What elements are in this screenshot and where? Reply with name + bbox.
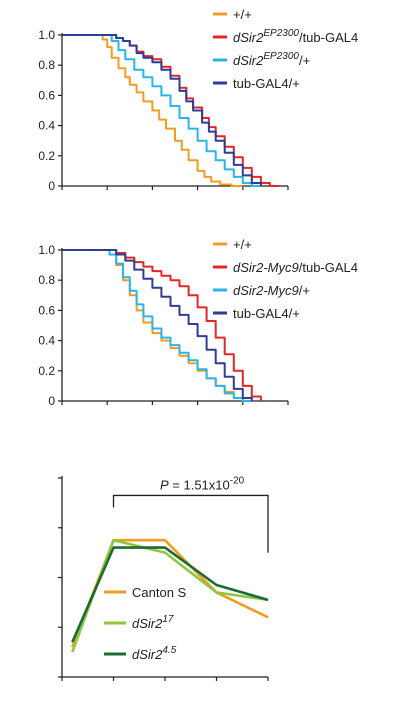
legend-text-part: tub-GAL4/+ <box>233 76 300 91</box>
legend-text-part: EP2300 <box>263 51 299 62</box>
legend-text-part: /+ <box>299 283 310 298</box>
legend-entry: Canton S <box>132 585 187 600</box>
legend-text-part: EP2300 <box>263 28 299 39</box>
p-value-label: P = 1.51x10-20 <box>160 475 245 492</box>
significance-bracket <box>112 494 269 553</box>
y-tick-label: 0.4 <box>38 334 55 348</box>
series-line-b-2 <box>62 249 252 402</box>
legend-text-part: dSir2 <box>233 30 264 45</box>
y-tick-label: 0 <box>48 179 55 193</box>
y-tick-label: 0.4 <box>38 119 55 133</box>
y-tick-label: 0.8 <box>38 58 55 72</box>
legend-entry: +/+ <box>233 7 252 22</box>
legend-entry: dSir2-Myc9/+ <box>233 283 310 298</box>
series-line-a-2 <box>62 34 261 187</box>
series-line-a-3 <box>62 34 262 186</box>
y-tick-label: 1.0 <box>38 28 55 42</box>
legend-entry: +/+ <box>233 237 252 252</box>
legend-entry: dSir2EP2300/+ <box>233 51 310 68</box>
legend-text-part: tub-GAL4/+ <box>233 306 300 321</box>
p-value: = 1.51x10 <box>169 477 230 492</box>
p-symbol: P <box>160 477 169 492</box>
legend-entry: dSir217 <box>132 614 174 631</box>
y-tick-label: 0.2 <box>38 364 55 378</box>
p-exponent: -20 <box>230 475 245 486</box>
legend-text-part: /+ <box>299 53 310 68</box>
series-line-b-0 <box>62 249 252 402</box>
series-line-a-0 <box>62 34 243 187</box>
legend-text-part: 4.5 <box>162 645 176 656</box>
y-tick-label: 0.8 <box>38 273 55 287</box>
y-tick-label: 0.2 <box>38 149 55 163</box>
legend-entry: tub-GAL4/+ <box>233 306 300 321</box>
series-line-b-1 <box>62 249 262 401</box>
series-line-b-3 <box>62 249 253 401</box>
legend-entry: dSir24.5 <box>132 645 177 662</box>
legend-text-part: dSir2 <box>233 53 264 68</box>
legend-text-part: dSir2-Myc9 <box>233 283 299 298</box>
y-tick-label: 0.6 <box>38 303 55 317</box>
legend-text-part: 17 <box>162 614 174 625</box>
series-line-c-2 <box>71 546 269 643</box>
legend-text-part: +/+ <box>233 237 252 252</box>
y-tick-label: 0 <box>48 394 55 408</box>
y-tick-label: 1.0 <box>38 243 55 257</box>
y-tick-label: 0.6 <box>38 88 55 102</box>
legend-text-part: +/+ <box>233 7 252 22</box>
legend-text-part: dSir2-Myc9 <box>233 260 299 275</box>
legend-text-part: Canton S <box>132 585 187 600</box>
legend-text-part: /tub-GAL4 <box>299 30 358 45</box>
legend-text-part: /tub-GAL4 <box>299 260 358 275</box>
legend-text-part: dSir2 <box>132 616 163 631</box>
legend-text-part: dSir2 <box>132 647 163 662</box>
legend-entry: tub-GAL4/+ <box>233 76 300 91</box>
legend-entry: dSir2EP2300/tub-GAL4 <box>233 28 358 45</box>
legend-entry: dSir2-Myc9/tub-GAL4 <box>233 260 358 275</box>
